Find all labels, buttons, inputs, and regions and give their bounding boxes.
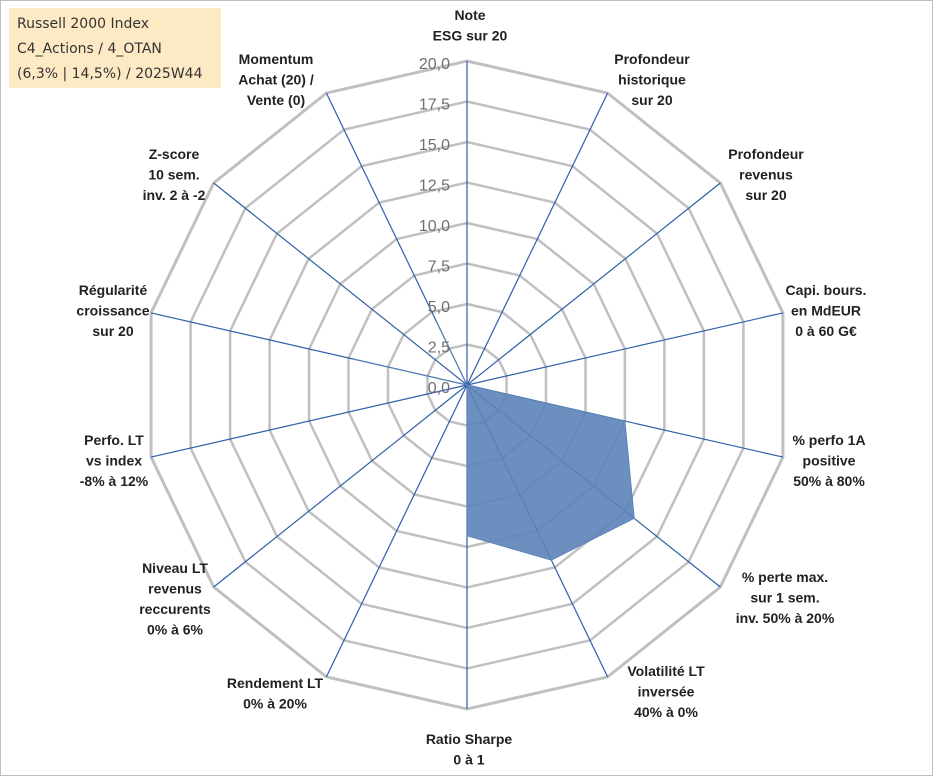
axis-label-2: Profondeur revenus sur 20 bbox=[728, 146, 804, 203]
data-point-13 bbox=[435, 320, 437, 322]
axis-label-7: Ratio Sharpe 0 à 1 bbox=[426, 731, 513, 768]
spoke-10 bbox=[150, 384, 468, 458]
axis-label-13: Momentum Achat (20) / Vente (0) bbox=[238, 51, 314, 108]
tick-label: 7,5 bbox=[428, 259, 450, 276]
data-point-11 bbox=[352, 358, 355, 360]
axis-label-12: Z-score 10 sem. inv. 2 à -2 bbox=[143, 146, 206, 203]
spoke-8 bbox=[325, 384, 468, 678]
tick-label: 20,0 bbox=[419, 56, 450, 73]
data-point-7 bbox=[466, 534, 468, 537]
axis-label-10: Perfo. LT vs index -8% à 12% bbox=[80, 432, 149, 489]
tick-label: 10,0 bbox=[419, 218, 450, 235]
legend-line-1: Russell 2000 Index bbox=[17, 16, 150, 32]
spoke-2 bbox=[466, 182, 721, 386]
tick-labels-layer: 0,0 2,5 5,0 7,5 10,0 12,5 15,0 17,5 20,0 bbox=[419, 56, 450, 397]
data-point-6 bbox=[550, 559, 553, 561]
axis-label-11: Régularité croissance sur 20 bbox=[76, 282, 149, 339]
data-point-12 bbox=[466, 384, 468, 386]
spoke-12 bbox=[213, 182, 468, 386]
spoke-1 bbox=[466, 92, 609, 386]
axis-label-6: Volatilité LT inversée 40% à 0% bbox=[627, 663, 705, 720]
spoke-3 bbox=[466, 312, 784, 386]
legend-box: Russell 2000 Index C4_Actions / 4_OTAN (… bbox=[9, 8, 221, 88]
tick-label: 17,5 bbox=[419, 97, 450, 114]
axis-label-8: Rendement LT 0% à 20% bbox=[227, 675, 324, 712]
axis-label-0: Note ESG sur 20 bbox=[433, 7, 508, 44]
legend-line-3: (6,3% | 14,5%) / 2025W44 bbox=[17, 66, 203, 82]
series-layer bbox=[352, 320, 635, 561]
tick-label: 12,5 bbox=[419, 178, 450, 195]
tick-label: 5,0 bbox=[428, 299, 450, 316]
tick-label: 2,5 bbox=[428, 340, 450, 357]
data-point-4 bbox=[624, 420, 626, 422]
tick-label: 0,0 bbox=[428, 380, 450, 397]
axis-labels-layer: Note ESG sur 20 Profondeur historique sur 20… bbox=[76, 7, 866, 768]
series-area-0 bbox=[353, 320, 635, 561]
axis-label-4: % perfo 1A positive 50% à 80% bbox=[792, 432, 865, 489]
axis-label-9: Niveau LT revenus reccurents 0% à 6% bbox=[139, 560, 211, 638]
legend-line-2: C4_Actions / 4_OTAN bbox=[17, 41, 162, 57]
axis-label-5: % perte max. sur 1 sem. inv. 50% à 20% bbox=[736, 569, 835, 626]
tick-label: 15,0 bbox=[419, 137, 450, 154]
spoke-9 bbox=[213, 384, 468, 588]
axis-label-1: Profondeur historique sur 20 bbox=[614, 51, 690, 108]
data-point-5 bbox=[633, 517, 635, 520]
axis-label-3: Capi. bours. en MdEUR 0 à 60 G€ bbox=[786, 282, 867, 339]
